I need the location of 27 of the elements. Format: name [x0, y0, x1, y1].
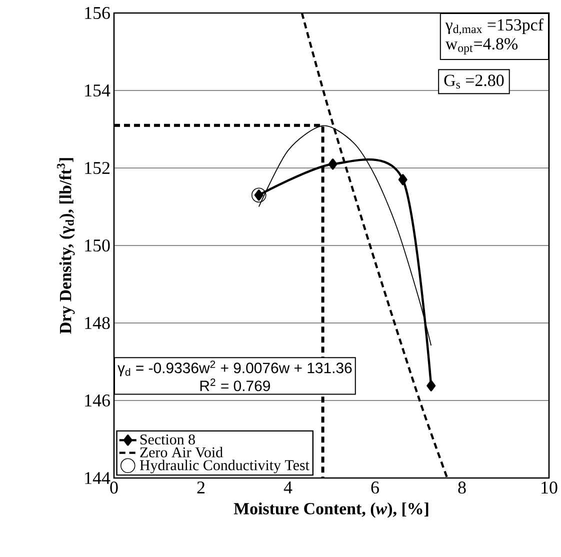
x-axis-title: Moisture Content, (w), [%]	[234, 502, 428, 518]
x-tick-label: 6	[371, 482, 379, 494]
y-tick-label: 152	[85, 162, 110, 174]
legend-label: Hydraulic Conductivity Test	[140, 460, 310, 474]
point	[251, 188, 266, 203]
y-tick-label: 154	[85, 84, 110, 96]
point	[426, 380, 436, 392]
annotation: γ$_{d,max}$ =153pcf	[445, 18, 544, 35]
x-tick-label: 2	[197, 482, 204, 494]
annotation: γ$_{d}$ = -0.9336w$^{2}$ + 9.0076w + 131.36	[118, 360, 352, 376]
y-tick-label: 146	[85, 394, 110, 407]
legend-label: Zero Air Void	[140, 446, 223, 458]
point	[398, 174, 408, 186]
legend-label: Section 8	[140, 434, 195, 445]
point	[328, 158, 338, 170]
x-tick-label: 10	[542, 482, 558, 494]
annotation: G$_{s}$ =2.80	[444, 74, 504, 89]
x-tick-label: 4	[284, 482, 292, 494]
y-axis-title: Dry Density, (γ$_{d}$), [lb/ft$^{3}$]	[56, 158, 75, 334]
y-tick-label: 156	[85, 6, 110, 20]
annotation: w$_{opt}$=4.8%	[445, 38, 518, 54]
y-tick-label: 150	[85, 239, 110, 252]
x-tick-label: 0	[110, 482, 118, 494]
y-tick-label: 148	[85, 316, 110, 330]
x-tick-label: 8	[458, 482, 466, 494]
annotation: R$^{2}$ = 0.769	[200, 378, 270, 392]
y-tick-label: 144	[85, 472, 110, 484]
